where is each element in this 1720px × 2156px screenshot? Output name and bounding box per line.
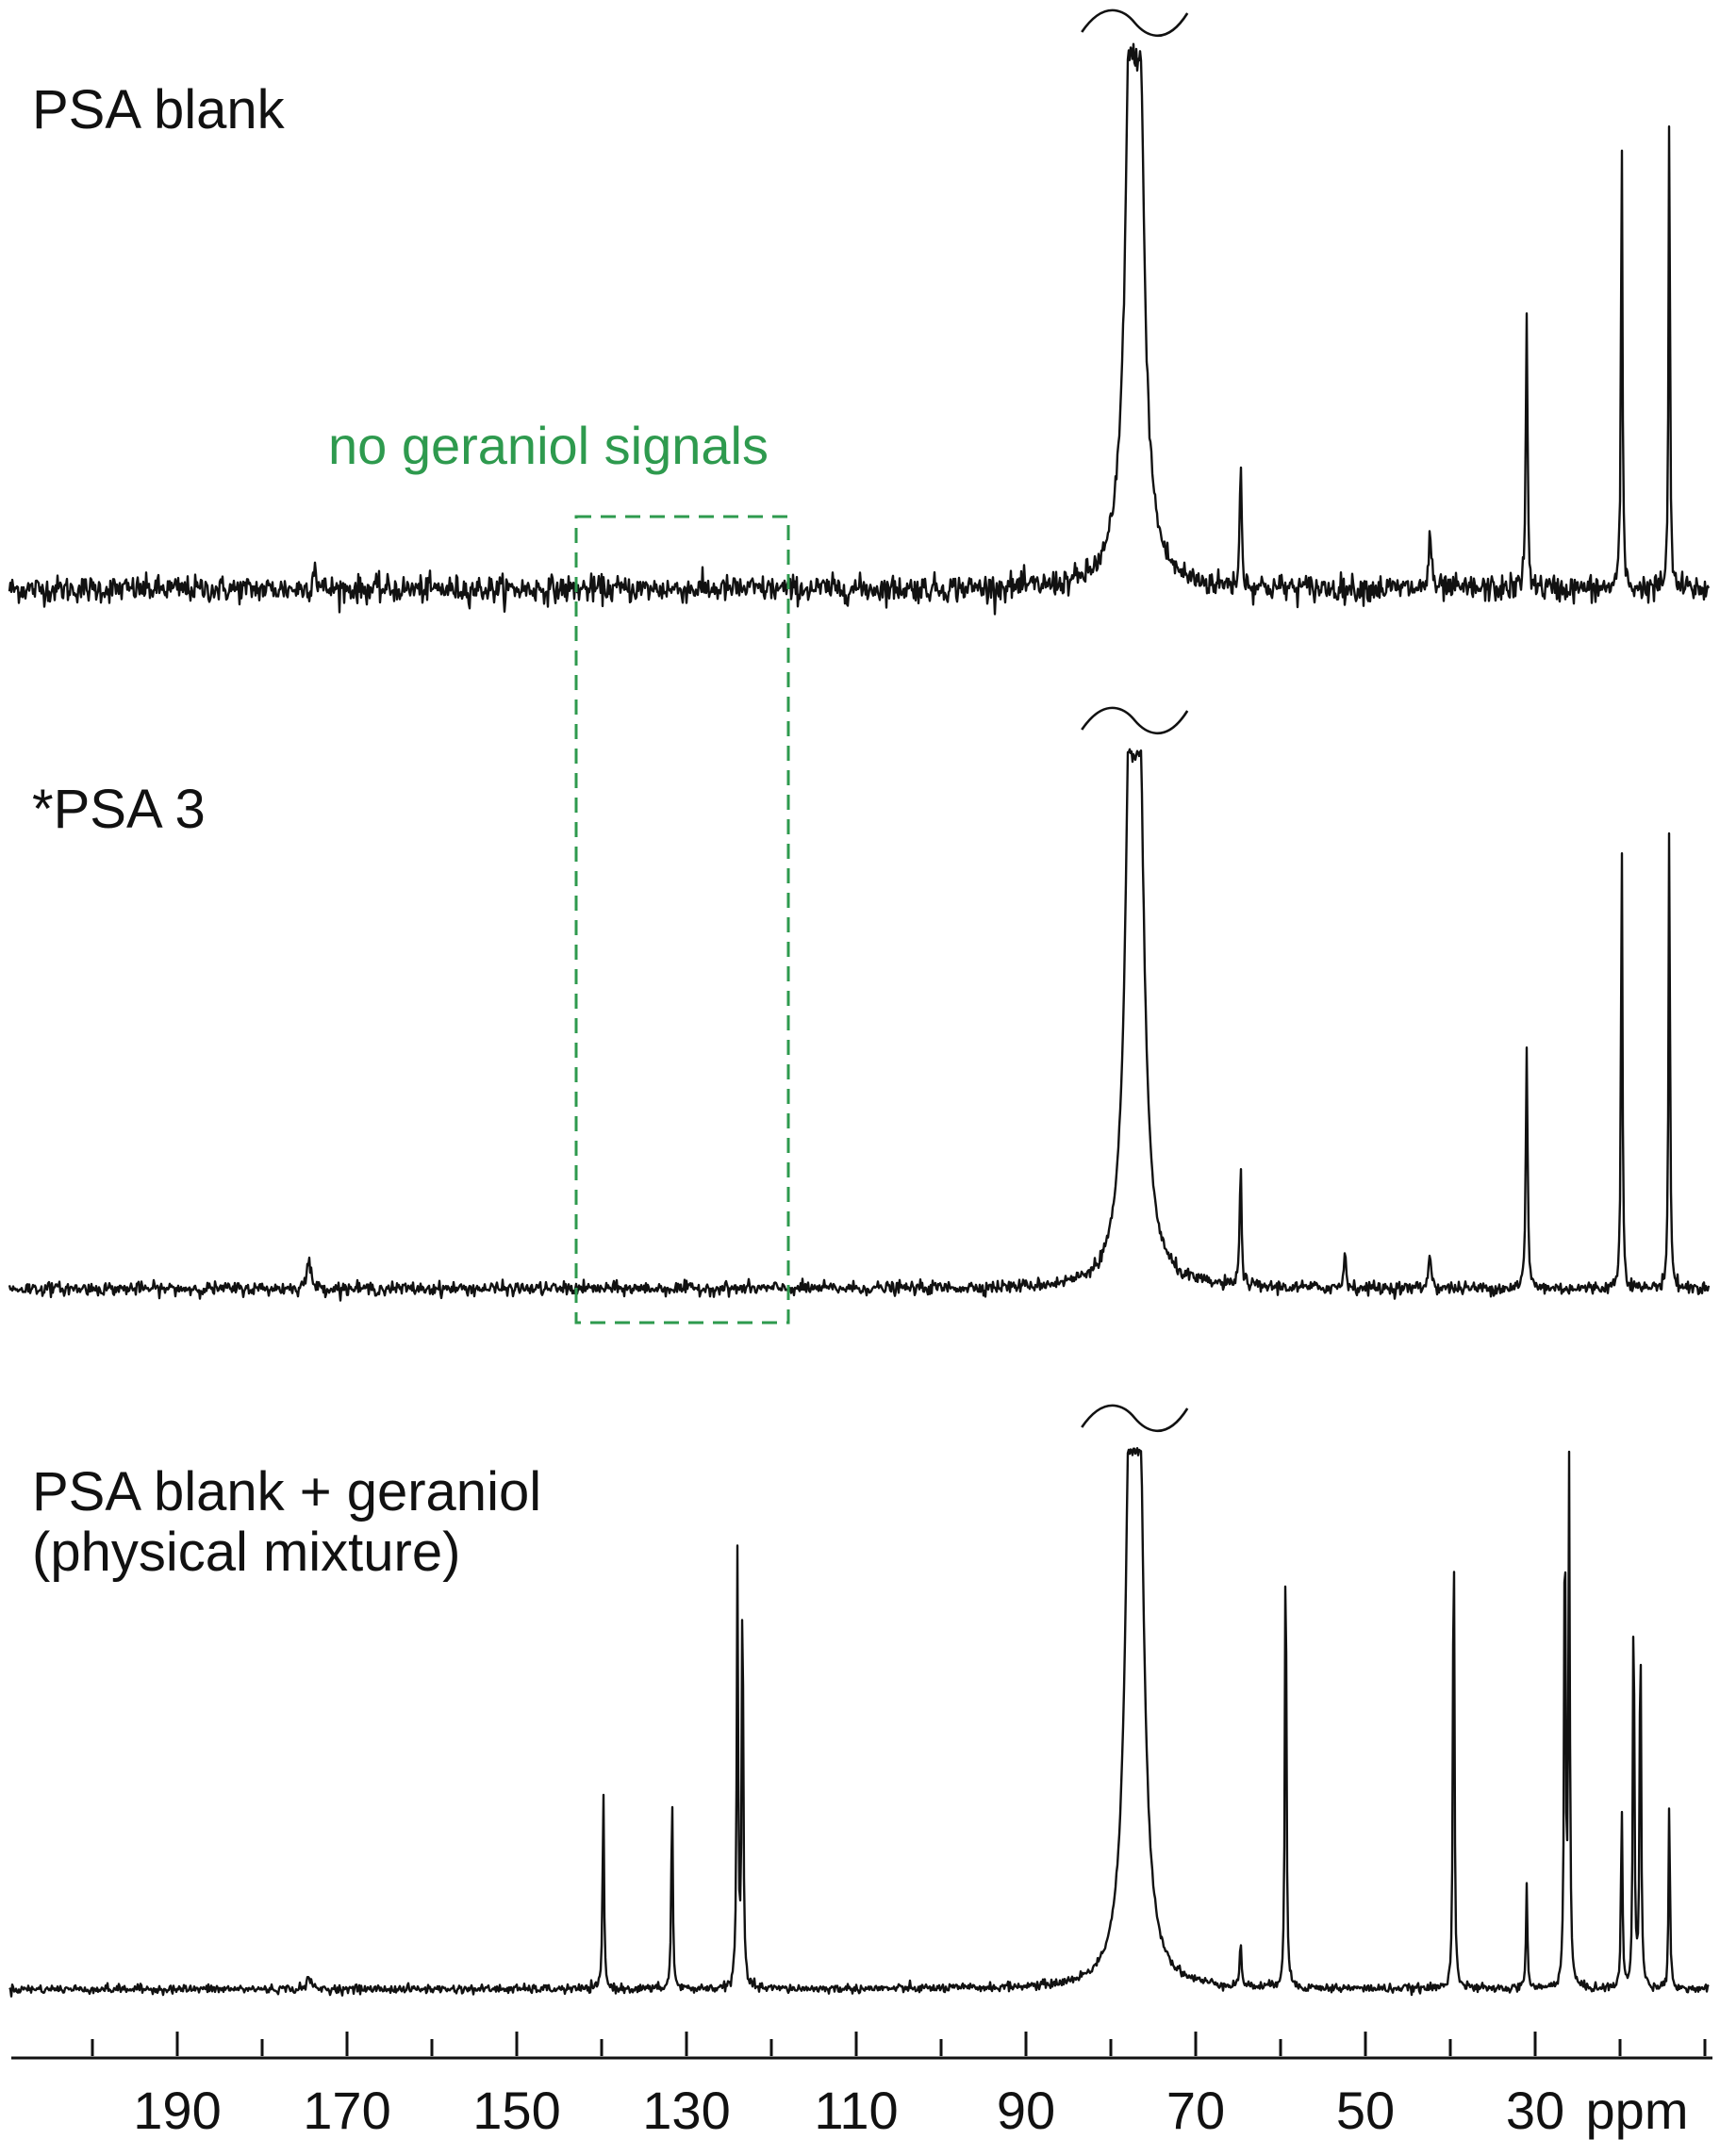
- spectrum-trace-2: [8, 748, 1711, 1302]
- x-tick-label-90: 90: [997, 2081, 1055, 2140]
- x-tick-label-150: 150: [472, 2081, 560, 2140]
- x-tick-label-50: 50: [1336, 2081, 1395, 2140]
- x-tick-label-110: 110: [814, 2081, 898, 2140]
- spectrum-trace-1: [8, 42, 1711, 616]
- trace-label-psa-blank: PSA blank: [32, 79, 285, 140]
- trace-label-psa-blank-geraniol: PSA blank + geraniol: [32, 1461, 542, 1522]
- truncation-mark-1: [1081, 8, 1189, 38]
- x-tick-label-70: 70: [1166, 2081, 1225, 2140]
- trace-label-psa-3: *PSA 3: [32, 779, 206, 840]
- no-geraniol-signals-annotation: no geraniol signals: [328, 416, 769, 475]
- x-tick-label-190: 190: [133, 2081, 221, 2140]
- x-tick-label-130: 130: [642, 2081, 730, 2140]
- spectrum-trace-3: [8, 1447, 1710, 1998]
- no-signal-region-box: [574, 515, 790, 1325]
- x-axis-unit-label: ppm: [1586, 2081, 1689, 2140]
- truncation-marks: [1081, 8, 1189, 1433]
- trace-label-physical-mixture: (physical mixture): [32, 1522, 461, 1583]
- truncation-mark-3: [1081, 1404, 1189, 1433]
- x-tick-label-170: 170: [303, 2081, 390, 2140]
- x-axis: 190 170 150 130 110 90 70 50 30 ppm: [11, 2032, 1712, 2140]
- truncation-mark-2: [1081, 706, 1189, 735]
- spectra-traces: [8, 42, 1711, 1998]
- x-tick-label-30: 30: [1506, 2081, 1564, 2140]
